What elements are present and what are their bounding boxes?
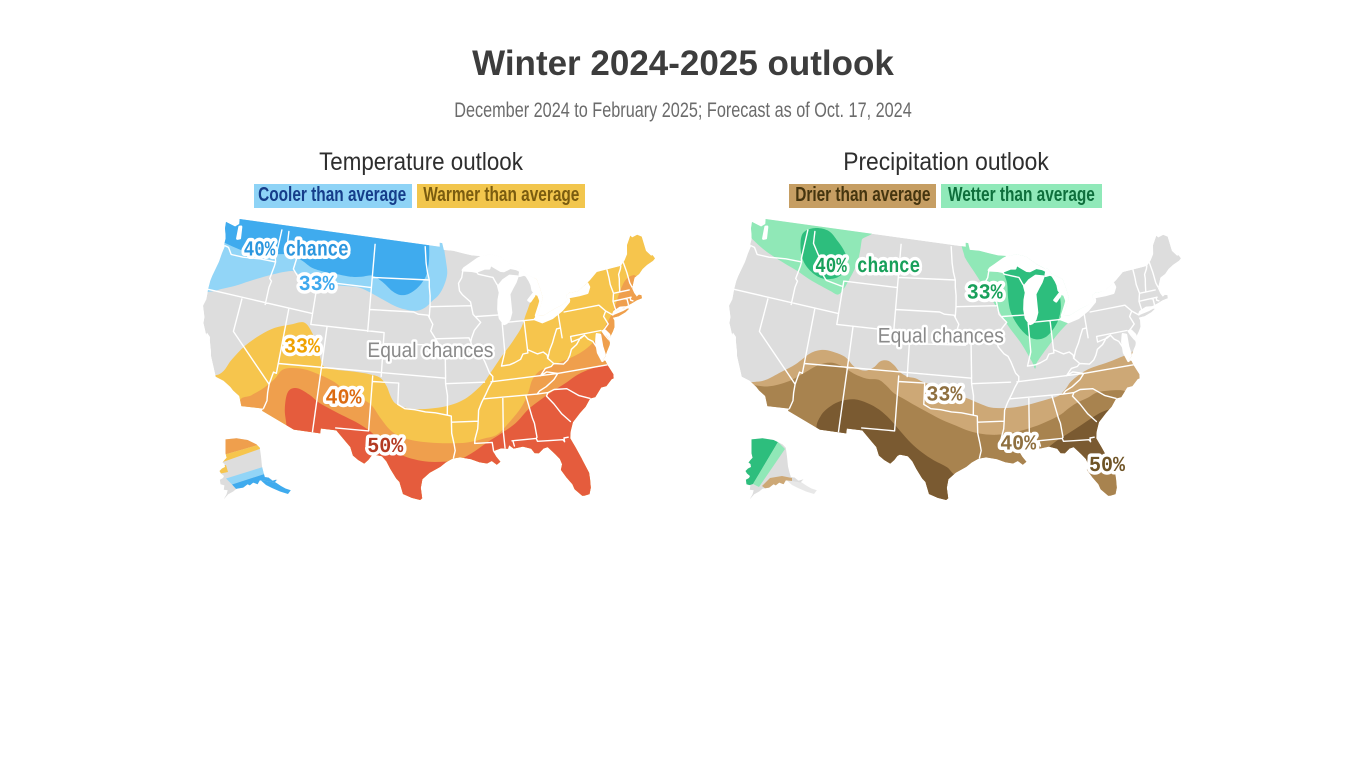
svg-text:40% chance: 40% chance	[815, 255, 920, 279]
svg-text:40%: 40%	[1000, 433, 1036, 457]
svg-text:40%: 40%	[326, 386, 362, 410]
svg-text:Equal chances: Equal chances	[367, 339, 493, 362]
svg-text:33%: 33%	[967, 282, 1003, 306]
svg-text:33%: 33%	[299, 273, 335, 297]
svg-text:40% chance: 40% chance	[244, 239, 349, 263]
svg-text:50%: 50%	[367, 435, 403, 459]
svg-text:Equal chances: Equal chances	[878, 325, 1004, 348]
svg-text:33%: 33%	[926, 384, 962, 408]
svg-text:33%: 33%	[284, 336, 320, 360]
svg-text:50%: 50%	[1089, 454, 1125, 478]
